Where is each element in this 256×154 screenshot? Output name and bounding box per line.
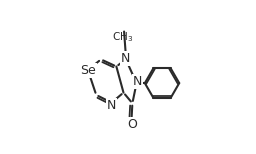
Text: Se: Se [80, 64, 96, 77]
Text: CH$_3$: CH$_3$ [112, 30, 134, 44]
Text: N: N [107, 99, 116, 111]
Text: N: N [133, 75, 142, 88]
Text: O: O [127, 118, 137, 131]
Text: N: N [121, 52, 130, 65]
